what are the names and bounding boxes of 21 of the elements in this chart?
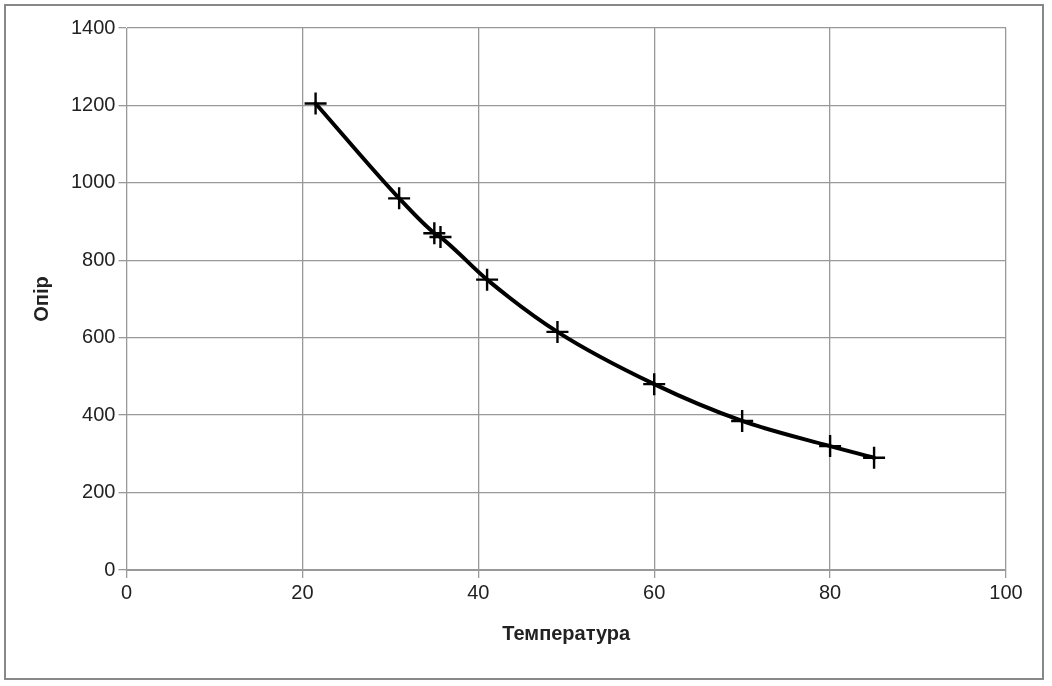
y-tick-label: 600: [82, 325, 116, 348]
point: [546, 320, 569, 343]
point: [388, 187, 411, 210]
x-tick-label: 80: [818, 580, 842, 603]
x-tick-label: 100: [989, 580, 1023, 603]
x-axis-title: Температура: [502, 621, 632, 644]
x-tick-label: 60: [643, 580, 666, 603]
y-tick-label: 0: [104, 557, 116, 580]
y-tick-label: 1400: [70, 15, 116, 38]
x-tick-label: 0: [120, 580, 133, 603]
point: [476, 268, 499, 291]
y-tick-label: 1200: [70, 92, 116, 115]
point: [304, 92, 327, 115]
x-tick-label: 40: [467, 580, 490, 603]
y-tick-label: 400: [82, 402, 116, 425]
y-axis-title: Опір: [29, 276, 52, 322]
x-tick-label: 20: [291, 580, 314, 603]
y-tick-label: 800: [82, 247, 116, 270]
y-tick-label: 1000: [70, 170, 116, 193]
point: [429, 226, 452, 249]
y-tick-label: 200: [82, 480, 116, 503]
